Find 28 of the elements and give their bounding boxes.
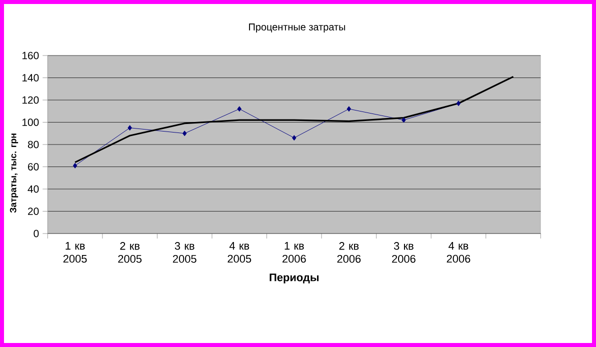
point [402, 117, 406, 123]
x-tick-label: 3 кв 2006 [392, 242, 416, 263]
x-tick-label: 4 кв 2006 [446, 242, 470, 263]
point [346, 106, 352, 112]
x-tick-label: 2 кв 2006 [337, 242, 361, 263]
y-tick-label: 60 [28, 163, 39, 170]
y-tick-label: 140 [22, 74, 39, 82]
point [128, 125, 132, 131]
y-tick-label: 40 [28, 185, 39, 193]
y-axis-title: Затраты, тыс. грн [10, 134, 18, 213]
x-tick-label: 1 кв 2005 [63, 242, 87, 263]
x-tick-label: 4 кв 2005 [228, 242, 252, 263]
y-tick-label: 80 [28, 140, 39, 148]
point [72, 162, 78, 168]
x-tick-label: 1 кв 2006 [282, 242, 306, 263]
y-tick-label: 0 [34, 230, 39, 238]
y-tick-label: 160 [22, 52, 39, 60]
y-tick-label: 20 [28, 208, 39, 215]
point [182, 130, 187, 136]
x-tick-label: 2 кв 2005 [118, 242, 142, 263]
x-axis-title: Периоды [270, 274, 319, 284]
y-tick-label: 120 [22, 96, 39, 104]
point [456, 100, 461, 106]
y-tick-label: 100 [22, 118, 39, 126]
chart-title: Процентные затраты [249, 24, 346, 32]
x-tick-label: 3 кв 2005 [172, 242, 196, 263]
point [237, 106, 242, 112]
point [292, 135, 296, 141]
